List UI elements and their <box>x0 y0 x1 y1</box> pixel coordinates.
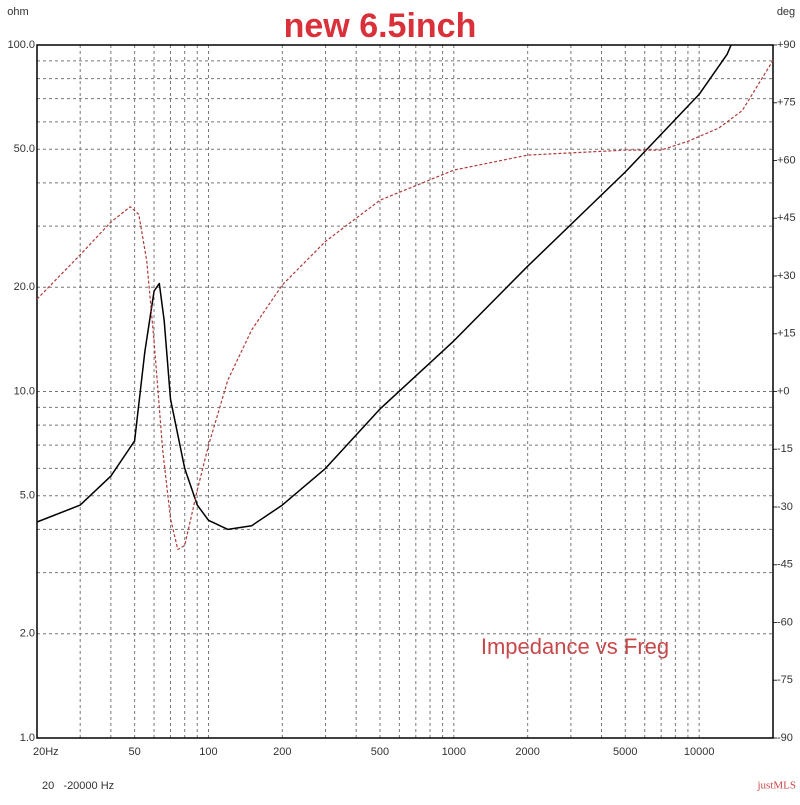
y-tick-label: 10.0 <box>14 385 35 397</box>
series-line <box>36 44 732 531</box>
y2-tick-label: +15 <box>777 328 796 340</box>
y-tick-label: 1.0 <box>20 732 35 744</box>
y2-tick-label: +30 <box>777 270 796 282</box>
y-tick-label: 50.0 <box>14 143 35 155</box>
y2-tick-label: -15 <box>777 443 793 455</box>
series-line <box>36 60 774 551</box>
x-tick-label: 100 <box>199 746 217 758</box>
y-tick-label: 2.0 <box>20 628 35 640</box>
x-tick-label: 1000 <box>442 746 466 758</box>
y-tick-label: 20.0 <box>14 281 35 293</box>
y2-tick-label: -45 <box>777 559 793 571</box>
y-tick-label: 100.0 <box>7 39 35 51</box>
y2-axis-label: deg <box>777 6 795 18</box>
x-tick-label: 500 <box>371 746 389 758</box>
footer-range: 20 -20000 Hz <box>42 780 114 792</box>
y2-tick-label: -90 <box>777 732 793 744</box>
x-tick-label: 2000 <box>515 746 539 758</box>
x-tick-label: 50 <box>129 746 141 758</box>
x-tick-label: 200 <box>273 746 291 758</box>
y2-tick-label: +75 <box>777 97 796 109</box>
plot-border <box>36 44 774 739</box>
y2-tick-label: +90 <box>777 39 796 51</box>
y2-tick-label: -60 <box>777 616 793 628</box>
y-axis-label: ohm <box>7 6 28 18</box>
y2-tick-label: -75 <box>777 674 793 686</box>
footer-brand: justMLS <box>756 780 796 792</box>
x-tick-label: 10000 <box>684 746 715 758</box>
y2-tick-label: +45 <box>777 212 796 224</box>
y2-tick-label: +60 <box>777 154 796 166</box>
y-tick-label: 5.0 <box>20 490 35 502</box>
x-tick-label: 20Hz <box>33 746 59 758</box>
annotation: Impedance vs Freg <box>481 634 669 659</box>
y2-tick-label: +0 <box>777 385 790 397</box>
chart-title: new 6.5inch <box>284 7 477 45</box>
y2-tick-label: -30 <box>777 501 793 513</box>
x-tick-label: 5000 <box>613 746 637 758</box>
